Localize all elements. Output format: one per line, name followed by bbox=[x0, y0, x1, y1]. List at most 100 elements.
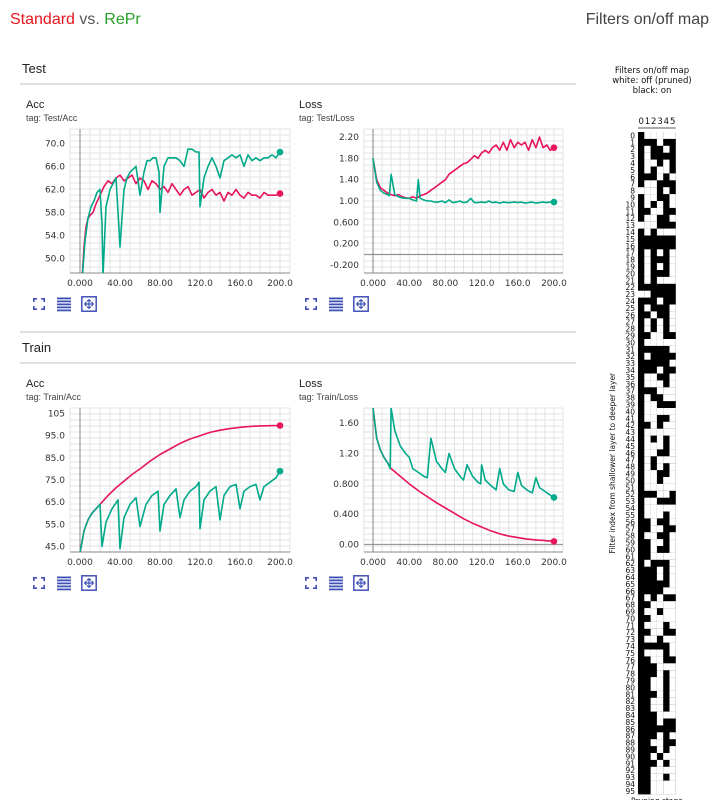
heatmap-cell-off bbox=[650, 552, 657, 560]
heatmap-y-label: 30 bbox=[625, 338, 635, 347]
chart-tag: tag: Train/Acc bbox=[26, 392, 82, 402]
heatmap-y-label: 15 bbox=[625, 235, 635, 244]
heatmap-y-label: 48 bbox=[625, 463, 635, 472]
heatmap-cell-off bbox=[663, 428, 670, 436]
heatmap-cell-off bbox=[669, 511, 676, 519]
heatmap-cell-off bbox=[650, 504, 657, 512]
heatmap-cell-off bbox=[669, 697, 676, 705]
heatmap-y-label: 84 bbox=[625, 711, 635, 720]
heatmap-cell-off bbox=[644, 180, 651, 188]
expand-icon[interactable] bbox=[303, 575, 319, 591]
heatmap-cell-off bbox=[656, 656, 664, 664]
heatmap-y-axis-title: Filter index from shallower layer to dee… bbox=[608, 372, 617, 554]
standard-series-line bbox=[372, 136, 555, 200]
x-tick-label: 40.00 bbox=[396, 279, 422, 289]
heatmap-cell-off bbox=[644, 263, 651, 270]
chart-name: Loss bbox=[299, 378, 323, 390]
heatmap-cell-off bbox=[656, 387, 664, 395]
heatmap-cell-off bbox=[663, 780, 670, 788]
x-tick-label: 120.0 bbox=[187, 558, 213, 568]
expand-icon[interactable] bbox=[303, 296, 319, 312]
heatmap-cell-off bbox=[663, 228, 670, 236]
heatmap-y-label: 45 bbox=[625, 442, 635, 451]
expand-icon[interactable] bbox=[31, 575, 47, 591]
fit-domain-icon[interactable] bbox=[81, 575, 97, 591]
x-tick-label: 160.0 bbox=[227, 558, 253, 568]
heatmap-cell-off bbox=[669, 608, 676, 615]
heatmap-cell-off bbox=[644, 559, 651, 567]
heatmap-cell-off bbox=[663, 552, 670, 560]
repr-series-line bbox=[81, 148, 281, 273]
heatmap-x-label: 5 bbox=[670, 117, 675, 127]
heatmap-y-label: 47 bbox=[625, 456, 635, 465]
heatmap-cell-off bbox=[656, 670, 664, 678]
heatmap-cell-off bbox=[656, 690, 664, 698]
heatmap-cell-off bbox=[656, 339, 664, 346]
data-table-icon[interactable] bbox=[328, 296, 344, 312]
x-tick-label: 80.00 bbox=[433, 558, 459, 568]
heatmap-cell-off bbox=[656, 173, 664, 181]
heatmap-cell-off bbox=[669, 587, 676, 595]
heatmap-y-label: 0 bbox=[630, 131, 635, 140]
fit-domain-icon[interactable] bbox=[353, 575, 369, 591]
heatmap-cell-off bbox=[644, 594, 651, 602]
heatmap-cell-off bbox=[669, 304, 676, 312]
heatmap-y-label: 55 bbox=[625, 511, 635, 520]
heatmap-cell-off bbox=[650, 649, 657, 657]
heatmap-y-label: 60 bbox=[625, 545, 635, 554]
heatmap-cell-off bbox=[656, 594, 664, 602]
heatmap-cell-off bbox=[656, 207, 664, 215]
expand-icon[interactable] bbox=[31, 296, 47, 312]
heatmap-cell-off bbox=[650, 615, 657, 622]
section-header-test[interactable]: Test bbox=[22, 61, 46, 76]
heatmap-cell-off bbox=[669, 539, 676, 546]
heatmap-y-label: 20 bbox=[625, 269, 635, 278]
fit-domain-icon[interactable] bbox=[81, 296, 97, 312]
heatmap-cell-off bbox=[644, 649, 651, 657]
data-table-icon[interactable] bbox=[56, 575, 72, 591]
heatmap-cell-off bbox=[650, 656, 657, 664]
heatmap-y-label: 31 bbox=[625, 345, 635, 354]
heatmap-y-label: 38 bbox=[625, 394, 635, 403]
heatmap-cell-off bbox=[656, 573, 664, 581]
data-table-icon[interactable] bbox=[328, 575, 344, 591]
y-tick-label: 70.0 bbox=[45, 139, 65, 149]
y-tick-label: 55.0 bbox=[45, 520, 65, 530]
section-header-train[interactable]: Train bbox=[22, 340, 52, 355]
heatmap-cell-off bbox=[656, 380, 664, 388]
heatmap-y-label: 2 bbox=[630, 145, 635, 154]
series-group bbox=[372, 408, 555, 543]
heatmap-cell-off bbox=[669, 787, 676, 795]
heatmap-y-label: 82 bbox=[625, 697, 635, 706]
heatmap-cell-off bbox=[644, 352, 651, 360]
heatmap-cell-off bbox=[663, 711, 670, 719]
heatmap-y-label: 9 bbox=[630, 194, 635, 203]
repr-last-point bbox=[550, 198, 558, 206]
x-tick-label: 120.0 bbox=[469, 558, 495, 568]
heatmap-cell-off bbox=[663, 408, 670, 415]
heatmap-y-label: 74 bbox=[625, 642, 635, 651]
data-table-icon[interactable] bbox=[56, 296, 72, 312]
heatmap-cell-off bbox=[650, 194, 657, 201]
fit-domain-icon[interactable] bbox=[353, 296, 369, 312]
heatmap-cell-off bbox=[656, 684, 664, 691]
heatmap-cell-off bbox=[669, 256, 676, 264]
heatmap-cell-off bbox=[656, 697, 664, 705]
heatmap-y-label: 37 bbox=[625, 387, 635, 396]
heatmap-y-label: 32 bbox=[625, 352, 635, 361]
standard-last-point bbox=[550, 144, 558, 151]
heatmap-cell-off bbox=[656, 732, 664, 740]
series-group bbox=[79, 424, 281, 552]
y-tick-label: 0.400 bbox=[333, 510, 359, 520]
heatmap-cell-off bbox=[669, 263, 676, 270]
heatmap-cell-off bbox=[669, 359, 676, 367]
heatmap-cell-off bbox=[650, 532, 657, 540]
y-tick-label: 105 bbox=[48, 410, 65, 420]
y-tick-label: 1.00 bbox=[339, 197, 359, 207]
heatmap-y-label: 35 bbox=[625, 373, 635, 382]
heatmap-cell-off bbox=[663, 615, 670, 622]
heatmap-y-label: 94 bbox=[625, 780, 635, 789]
standard-last-point bbox=[276, 422, 284, 429]
heatmap-cell-off bbox=[669, 780, 676, 788]
